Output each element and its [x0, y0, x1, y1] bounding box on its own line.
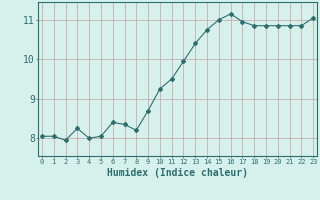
X-axis label: Humidex (Indice chaleur): Humidex (Indice chaleur)	[107, 168, 248, 178]
